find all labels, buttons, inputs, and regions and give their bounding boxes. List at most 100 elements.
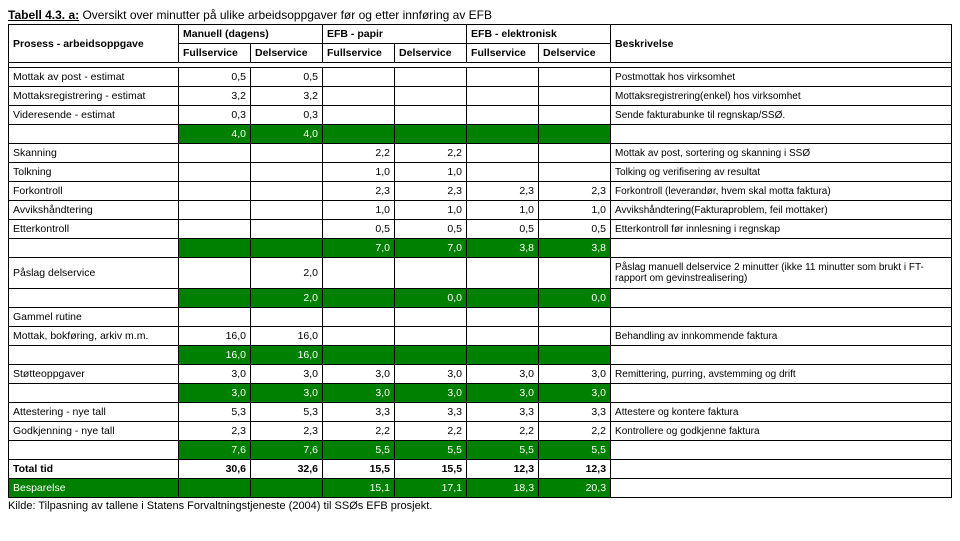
table-row: 7,67,65,55,55,55,5	[9, 441, 952, 460]
row-desc: Kontrollere og godkjenne faktura	[611, 422, 952, 441]
cell: 15,5	[323, 460, 395, 479]
row-label	[9, 441, 179, 460]
row-label: Tolkning	[9, 163, 179, 182]
cell	[539, 125, 611, 144]
cell: 5,5	[539, 441, 611, 460]
cell	[323, 258, 395, 289]
row-desc: Påslag manuell delservice 2 minutter (ik…	[611, 258, 952, 289]
cell: 2,0	[251, 289, 323, 308]
cell: 3,0	[395, 365, 467, 384]
cell: 15,5	[395, 460, 467, 479]
cell: 3,0	[539, 384, 611, 403]
row-desc: Postmottak hos virksomhet	[611, 68, 952, 87]
table-row: Forkontroll2,32,32,32,3Forkontroll (leve…	[9, 182, 952, 201]
row-label: Mottaksregistrering - estimat	[9, 87, 179, 106]
cell	[467, 327, 539, 346]
table-row: Mottak av post - estimat0,50,5Postmottak…	[9, 68, 952, 87]
row-label: Total tid	[9, 460, 179, 479]
table-row: Godkjenning - nye tall2,32,32,22,22,22,2…	[9, 422, 952, 441]
table-row: Støtteoppgaver3,03,03,03,03,03,0Remitter…	[9, 365, 952, 384]
cell	[251, 479, 323, 498]
cell	[251, 182, 323, 201]
row-desc: Tolking og verifisering av resultat	[611, 163, 952, 182]
cell: 1,0	[539, 201, 611, 220]
cell: 2,0	[251, 258, 323, 289]
cell	[539, 308, 611, 327]
header-sub: Delservice	[251, 44, 323, 63]
table-row: Videresende - estimat0,30,3Sende faktura…	[9, 106, 952, 125]
cell: 2,2	[395, 144, 467, 163]
cell	[251, 220, 323, 239]
cell	[467, 308, 539, 327]
title-prefix: Tabell 4.3. a:	[8, 8, 79, 22]
cell: 3,8	[539, 239, 611, 258]
table-title: Tabell 4.3. a: Oversikt over minutter på…	[8, 8, 952, 22]
cell: 32,6	[251, 460, 323, 479]
cell: 0,0	[395, 289, 467, 308]
row-desc	[611, 308, 952, 327]
cell: 3,0	[323, 384, 395, 403]
title-rest: Oversikt over minutter på ulike arbeidso…	[79, 8, 492, 22]
header-sub: Delservice	[539, 44, 611, 63]
cell: 2,3	[179, 422, 251, 441]
cell	[179, 220, 251, 239]
table-row: Besparelse15,117,118,320,3	[9, 479, 952, 498]
cell: 0,3	[179, 106, 251, 125]
cell: 3,3	[323, 403, 395, 422]
header-sub: Fullservice	[323, 44, 395, 63]
table-row: Tolkning1,01,0Tolking og verifisering av…	[9, 163, 952, 182]
cell	[539, 144, 611, 163]
cell: 3,8	[467, 239, 539, 258]
cell: 16,0	[179, 327, 251, 346]
cell: 3,0	[395, 384, 467, 403]
row-desc	[611, 441, 952, 460]
cell	[323, 289, 395, 308]
cell: 16,0	[251, 327, 323, 346]
cell	[251, 308, 323, 327]
cell: 5,5	[395, 441, 467, 460]
cell	[395, 258, 467, 289]
cell: 20,3	[539, 479, 611, 498]
cell: 7,6	[251, 441, 323, 460]
header-sub: Fullservice	[467, 44, 539, 63]
cell: 2,2	[467, 422, 539, 441]
cell	[251, 163, 323, 182]
cell: 7,6	[179, 441, 251, 460]
row-desc	[611, 479, 952, 498]
cell: 2,2	[323, 422, 395, 441]
table-row: 16,016,0	[9, 346, 952, 365]
cell: 0,3	[251, 106, 323, 125]
cell: 3,3	[539, 403, 611, 422]
cell: 30,6	[179, 460, 251, 479]
row-label: Attestering - nye tall	[9, 403, 179, 422]
row-desc: Sende fakturabunke til regnskap/SSØ.	[611, 106, 952, 125]
cell	[539, 258, 611, 289]
cell	[179, 308, 251, 327]
cell: 0,5	[395, 220, 467, 239]
row-label	[9, 384, 179, 403]
cell	[179, 289, 251, 308]
cell: 0,0	[539, 289, 611, 308]
cell	[467, 87, 539, 106]
cell: 7,0	[323, 239, 395, 258]
cell: 15,1	[323, 479, 395, 498]
cell: 7,0	[395, 239, 467, 258]
cell	[323, 87, 395, 106]
cell	[539, 163, 611, 182]
cell: 4,0	[179, 125, 251, 144]
row-desc: Mottak av post, sortering og skanning i …	[611, 144, 952, 163]
cell	[395, 308, 467, 327]
cell: 5,5	[323, 441, 395, 460]
cell	[467, 289, 539, 308]
cell	[179, 163, 251, 182]
cell: 3,0	[251, 384, 323, 403]
table-row: Etterkontroll0,50,50,50,5Etterkontroll f…	[9, 220, 952, 239]
row-label: Etterkontroll	[9, 220, 179, 239]
cell: 16,0	[179, 346, 251, 365]
row-desc: Remittering, purring, avstemming og drif…	[611, 365, 952, 384]
cell	[467, 163, 539, 182]
table-row: Skanning2,22,2Mottak av post, sortering …	[9, 144, 952, 163]
header-group2: EFB - papir	[323, 25, 467, 44]
cell	[539, 327, 611, 346]
header-desc: Beskrivelse	[611, 25, 952, 63]
